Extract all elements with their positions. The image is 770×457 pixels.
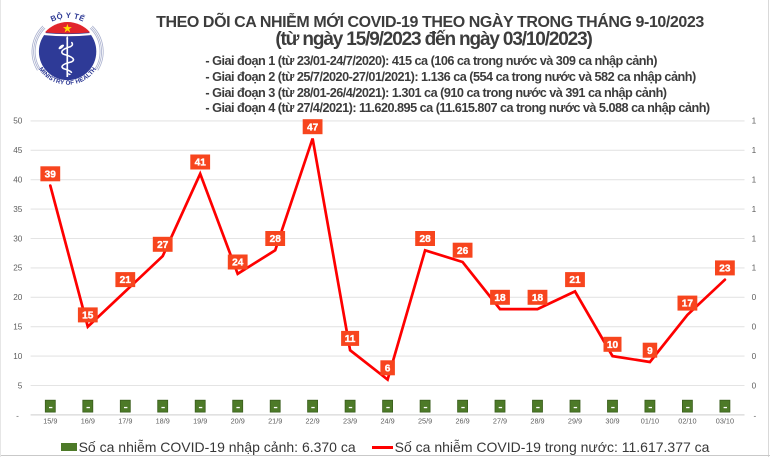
svg-text:28: 28 [419, 234, 431, 245]
svg-text:23/9: 23/9 [343, 416, 357, 425]
svg-text:20/9: 20/9 [231, 416, 245, 425]
svg-text:0: 0 [752, 323, 757, 332]
svg-text:29/9: 29/9 [568, 416, 582, 425]
svg-text:39: 39 [45, 169, 57, 180]
svg-text:9: 9 [647, 346, 653, 357]
svg-text:10: 10 [607, 340, 619, 351]
svg-text:28: 28 [270, 234, 282, 245]
svg-text:21: 21 [569, 275, 581, 286]
svg-text:19/9: 19/9 [193, 416, 207, 425]
svg-text:20: 20 [13, 293, 23, 302]
svg-text:16/9: 16/9 [81, 416, 95, 425]
svg-text:-: - [16, 411, 19, 420]
svg-text:24/9: 24/9 [380, 416, 394, 425]
svg-text:0: 0 [752, 381, 757, 390]
svg-text:01/10: 01/10 [641, 416, 659, 425]
svg-text:1: 1 [752, 117, 757, 126]
svg-text:18: 18 [532, 293, 544, 304]
svg-text:10: 10 [13, 352, 23, 361]
svg-text:24: 24 [232, 258, 244, 269]
svg-text:15: 15 [82, 311, 94, 322]
svg-text:35: 35 [13, 205, 23, 214]
svg-text:27/9: 27/9 [493, 416, 507, 425]
svg-text:15: 15 [13, 323, 23, 332]
svg-text:26/9: 26/9 [455, 416, 469, 425]
svg-text:50: 50 [13, 117, 23, 126]
svg-text:BỘ Y TẾ: BỘ Y TẾ [49, 11, 86, 24]
svg-text:28/9: 28/9 [530, 416, 544, 425]
svg-text:30: 30 [13, 234, 23, 243]
svg-text:03/10: 03/10 [716, 416, 734, 425]
svg-text:25/9: 25/9 [418, 416, 432, 425]
svg-text:30/9: 30/9 [605, 416, 619, 425]
svg-text:21: 21 [120, 275, 132, 286]
svg-text:0: 0 [752, 293, 757, 302]
svg-text:45: 45 [13, 146, 23, 155]
svg-text:1: 1 [752, 205, 757, 214]
svg-text:11: 11 [345, 334, 356, 345]
svg-text:15/9: 15/9 [43, 416, 57, 425]
svg-text:1: 1 [752, 176, 757, 185]
svg-text:17/9: 17/9 [118, 416, 132, 425]
svg-text:23: 23 [719, 264, 731, 275]
svg-text:5: 5 [18, 381, 23, 390]
svg-text:18: 18 [494, 293, 506, 304]
svg-text:26: 26 [457, 246, 469, 257]
svg-text:1: 1 [752, 234, 757, 243]
svg-text:-: - [753, 411, 756, 420]
svg-text:6: 6 [385, 363, 391, 374]
svg-text:41: 41 [195, 158, 207, 169]
svg-text:0: 0 [752, 352, 757, 361]
svg-text:47: 47 [307, 122, 319, 133]
svg-text:02/10: 02/10 [678, 416, 696, 425]
svg-text:17: 17 [682, 299, 694, 310]
svg-text:22/9: 22/9 [305, 416, 319, 425]
svg-text:25: 25 [13, 264, 23, 273]
svg-text:27: 27 [157, 240, 169, 251]
svg-text:18/9: 18/9 [156, 416, 170, 425]
svg-text:1: 1 [752, 146, 757, 155]
svg-text:21/9: 21/9 [268, 416, 282, 425]
svg-text:40: 40 [13, 176, 23, 185]
svg-text:1: 1 [752, 264, 757, 273]
